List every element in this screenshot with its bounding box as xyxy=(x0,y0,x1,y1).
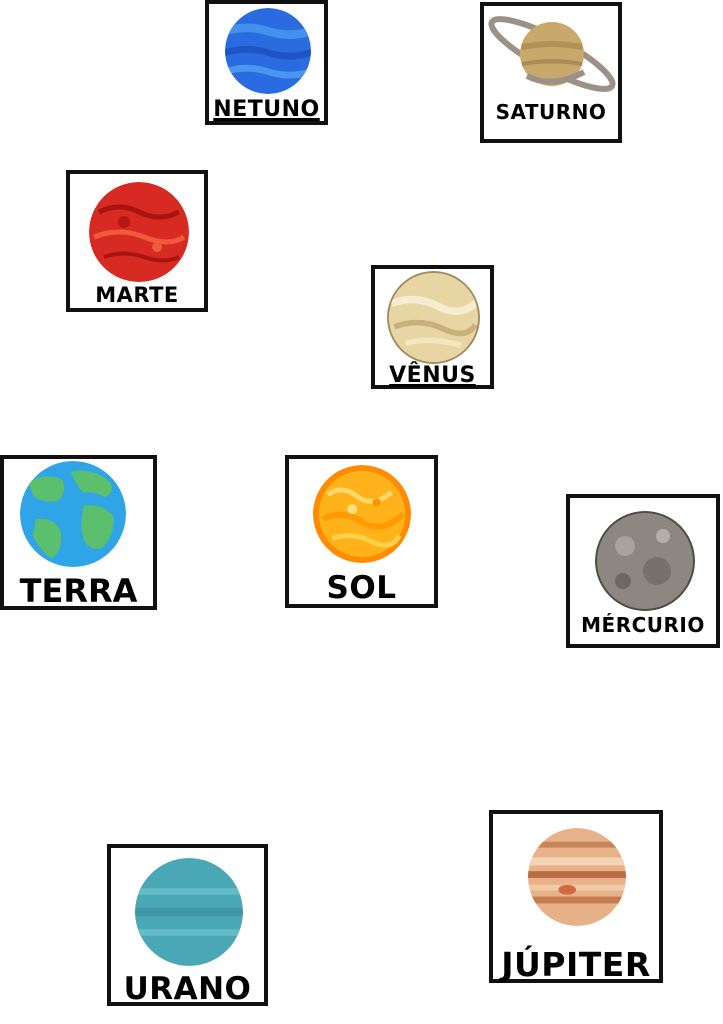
uranus-planet-icon xyxy=(135,858,243,966)
card-jupiter[interactable]: JÚPITER xyxy=(489,810,663,983)
planet-name: TERRA xyxy=(19,572,138,610)
card-sol[interactable]: SOL xyxy=(285,455,438,608)
mercury-planet-icon xyxy=(595,511,695,611)
earth-planet-icon xyxy=(20,461,126,567)
planet-name: MARTE xyxy=(95,283,179,307)
saturn-planet-icon xyxy=(488,16,616,92)
jupiter-planet-icon xyxy=(528,828,626,926)
card-mercurio[interactable]: MÉRCURIO xyxy=(566,494,720,648)
card-saturno[interactable]: SATURNO xyxy=(480,2,622,143)
venus-planet-icon xyxy=(387,271,480,364)
card-marte[interactable]: MARTE xyxy=(66,170,208,312)
planet-name: SOL xyxy=(326,570,397,606)
sun-icon xyxy=(313,465,411,563)
planet-name: MÉRCURIO xyxy=(581,613,705,637)
card-terra[interactable]: TERRA xyxy=(0,455,157,610)
planet-name: SATURNO xyxy=(495,100,607,124)
card-urano[interactable]: URANO xyxy=(107,844,268,1006)
planet-name: JÚPITER xyxy=(501,945,651,984)
planet-name: NETUNO xyxy=(213,97,320,122)
card-netuno[interactable]: NETUNO xyxy=(205,0,328,125)
planet-name: URANO xyxy=(123,971,252,1007)
neptune-planet-icon xyxy=(225,8,311,94)
mars-planet-icon xyxy=(89,182,189,282)
card-venus[interactable]: VÊNUS xyxy=(371,265,494,389)
planet-name: VÊNUS xyxy=(389,363,476,388)
